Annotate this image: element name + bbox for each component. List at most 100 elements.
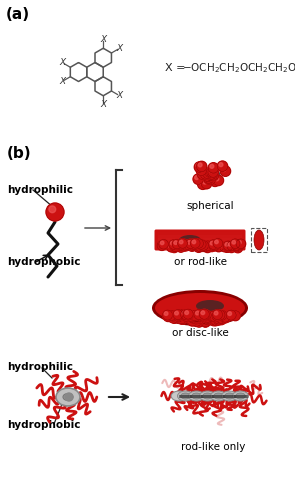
Circle shape xyxy=(177,242,181,246)
Bar xyxy=(158,245,242,248)
Circle shape xyxy=(203,180,207,184)
Circle shape xyxy=(204,173,208,177)
Circle shape xyxy=(208,170,212,174)
Circle shape xyxy=(157,241,167,250)
Circle shape xyxy=(191,238,200,248)
Ellipse shape xyxy=(155,293,245,323)
Circle shape xyxy=(171,242,174,245)
Circle shape xyxy=(232,240,236,244)
Circle shape xyxy=(176,310,186,320)
Text: X: X xyxy=(60,58,65,67)
Circle shape xyxy=(204,316,208,320)
Circle shape xyxy=(222,168,226,172)
Text: X: X xyxy=(116,91,122,100)
Circle shape xyxy=(171,244,175,248)
Circle shape xyxy=(225,244,229,248)
Circle shape xyxy=(184,240,193,250)
Circle shape xyxy=(194,314,198,318)
Circle shape xyxy=(192,314,202,324)
Circle shape xyxy=(179,316,183,320)
Circle shape xyxy=(210,313,213,317)
Circle shape xyxy=(171,315,175,318)
Circle shape xyxy=(196,240,206,249)
Circle shape xyxy=(192,312,202,322)
Circle shape xyxy=(189,310,199,320)
Circle shape xyxy=(198,241,202,245)
Circle shape xyxy=(205,170,215,180)
Circle shape xyxy=(223,241,233,250)
Circle shape xyxy=(222,314,226,318)
FancyBboxPatch shape xyxy=(155,230,245,250)
Ellipse shape xyxy=(203,393,212,399)
Circle shape xyxy=(210,242,219,251)
Circle shape xyxy=(195,242,205,252)
Text: X: X xyxy=(116,44,122,53)
Ellipse shape xyxy=(192,393,201,399)
Circle shape xyxy=(190,314,194,318)
Circle shape xyxy=(218,315,222,319)
Circle shape xyxy=(219,312,222,316)
Circle shape xyxy=(195,240,199,244)
Circle shape xyxy=(210,176,220,186)
Bar xyxy=(158,242,242,245)
Circle shape xyxy=(182,312,192,322)
Circle shape xyxy=(194,312,204,322)
Circle shape xyxy=(217,312,220,316)
Circle shape xyxy=(210,242,214,246)
Circle shape xyxy=(196,165,206,175)
Circle shape xyxy=(230,239,240,248)
Circle shape xyxy=(195,244,199,248)
Circle shape xyxy=(226,310,236,320)
Circle shape xyxy=(168,314,172,318)
Text: X =: X = xyxy=(165,63,186,73)
Circle shape xyxy=(65,393,73,401)
Circle shape xyxy=(224,244,227,248)
Circle shape xyxy=(201,178,212,189)
Circle shape xyxy=(203,314,213,324)
Circle shape xyxy=(229,242,232,246)
Circle shape xyxy=(211,316,221,326)
Circle shape xyxy=(220,312,230,322)
Circle shape xyxy=(204,244,208,248)
Circle shape xyxy=(194,317,204,327)
Circle shape xyxy=(208,162,219,173)
Circle shape xyxy=(219,242,229,252)
Circle shape xyxy=(220,313,230,323)
Ellipse shape xyxy=(211,391,227,401)
Circle shape xyxy=(169,314,179,324)
Circle shape xyxy=(200,168,211,179)
Circle shape xyxy=(205,168,215,177)
Circle shape xyxy=(206,169,220,183)
Circle shape xyxy=(197,312,206,322)
Circle shape xyxy=(199,316,203,320)
Circle shape xyxy=(178,312,182,315)
Circle shape xyxy=(187,313,191,316)
Circle shape xyxy=(205,174,209,178)
Circle shape xyxy=(178,238,187,248)
Circle shape xyxy=(214,315,224,325)
Circle shape xyxy=(198,314,208,324)
Ellipse shape xyxy=(199,391,216,401)
Circle shape xyxy=(181,243,185,246)
Circle shape xyxy=(208,169,212,173)
Circle shape xyxy=(181,311,191,321)
Circle shape xyxy=(166,312,176,322)
Circle shape xyxy=(196,311,199,315)
Circle shape xyxy=(188,313,198,323)
Circle shape xyxy=(182,311,186,315)
Circle shape xyxy=(209,243,213,246)
Circle shape xyxy=(201,312,205,316)
Circle shape xyxy=(204,315,208,318)
Circle shape xyxy=(175,314,179,317)
Circle shape xyxy=(211,316,221,326)
Circle shape xyxy=(206,176,211,180)
Circle shape xyxy=(187,316,197,326)
Circle shape xyxy=(201,312,205,316)
Circle shape xyxy=(187,242,197,252)
Circle shape xyxy=(174,310,184,320)
Circle shape xyxy=(176,312,179,316)
Circle shape xyxy=(177,240,186,249)
Circle shape xyxy=(208,172,212,176)
Circle shape xyxy=(49,206,56,212)
Circle shape xyxy=(194,310,204,320)
